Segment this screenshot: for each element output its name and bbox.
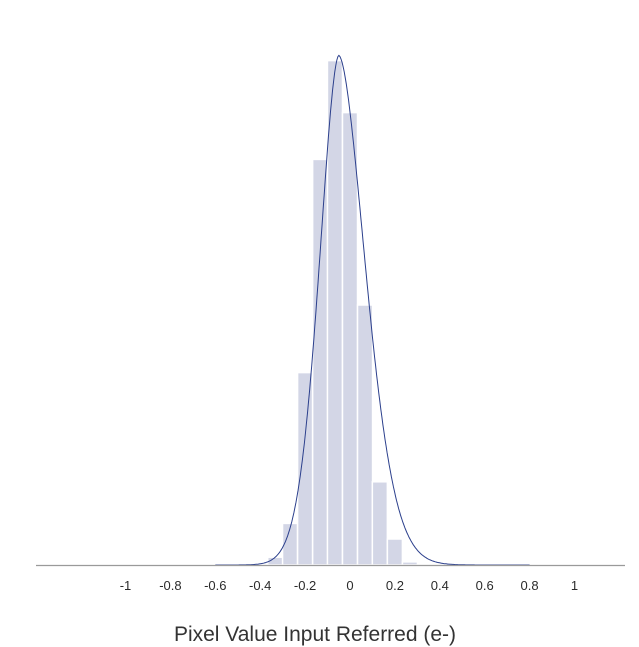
x-tick-label: -0.8 (159, 578, 181, 593)
histogram-bar (401, 561, 419, 566)
x-tick-label: -0.4 (249, 578, 271, 593)
x-tick-label: 0.8 (521, 578, 539, 593)
histogram-bar (341, 111, 359, 566)
x-axis-title: Pixel Value Input Referred (e-) (174, 623, 456, 646)
histogram-bar (371, 481, 389, 566)
x-tick-label: -0.6 (204, 578, 226, 593)
x-tick-label: 0.4 (431, 578, 449, 593)
x-tick-label: 1 (571, 578, 578, 593)
x-axis-ticks: -1 -0.8 -0.6 -0.4 -0.2 0 0.2 0.4 0.6 0.8 1 (120, 578, 578, 593)
x-tick-label: 0.6 (476, 578, 494, 593)
histogram-bar (326, 59, 344, 566)
histogram-bar (386, 538, 404, 566)
histogram-bars (266, 59, 419, 566)
x-tick-label: -0.2 (294, 578, 316, 593)
x-tick-label: 0 (346, 578, 353, 593)
histogram-bar (311, 158, 329, 566)
histogram-bar (296, 371, 314, 566)
histogram-bar (356, 304, 374, 566)
x-tick-label: 0.2 (386, 578, 404, 593)
x-tick-label: -1 (120, 578, 132, 593)
